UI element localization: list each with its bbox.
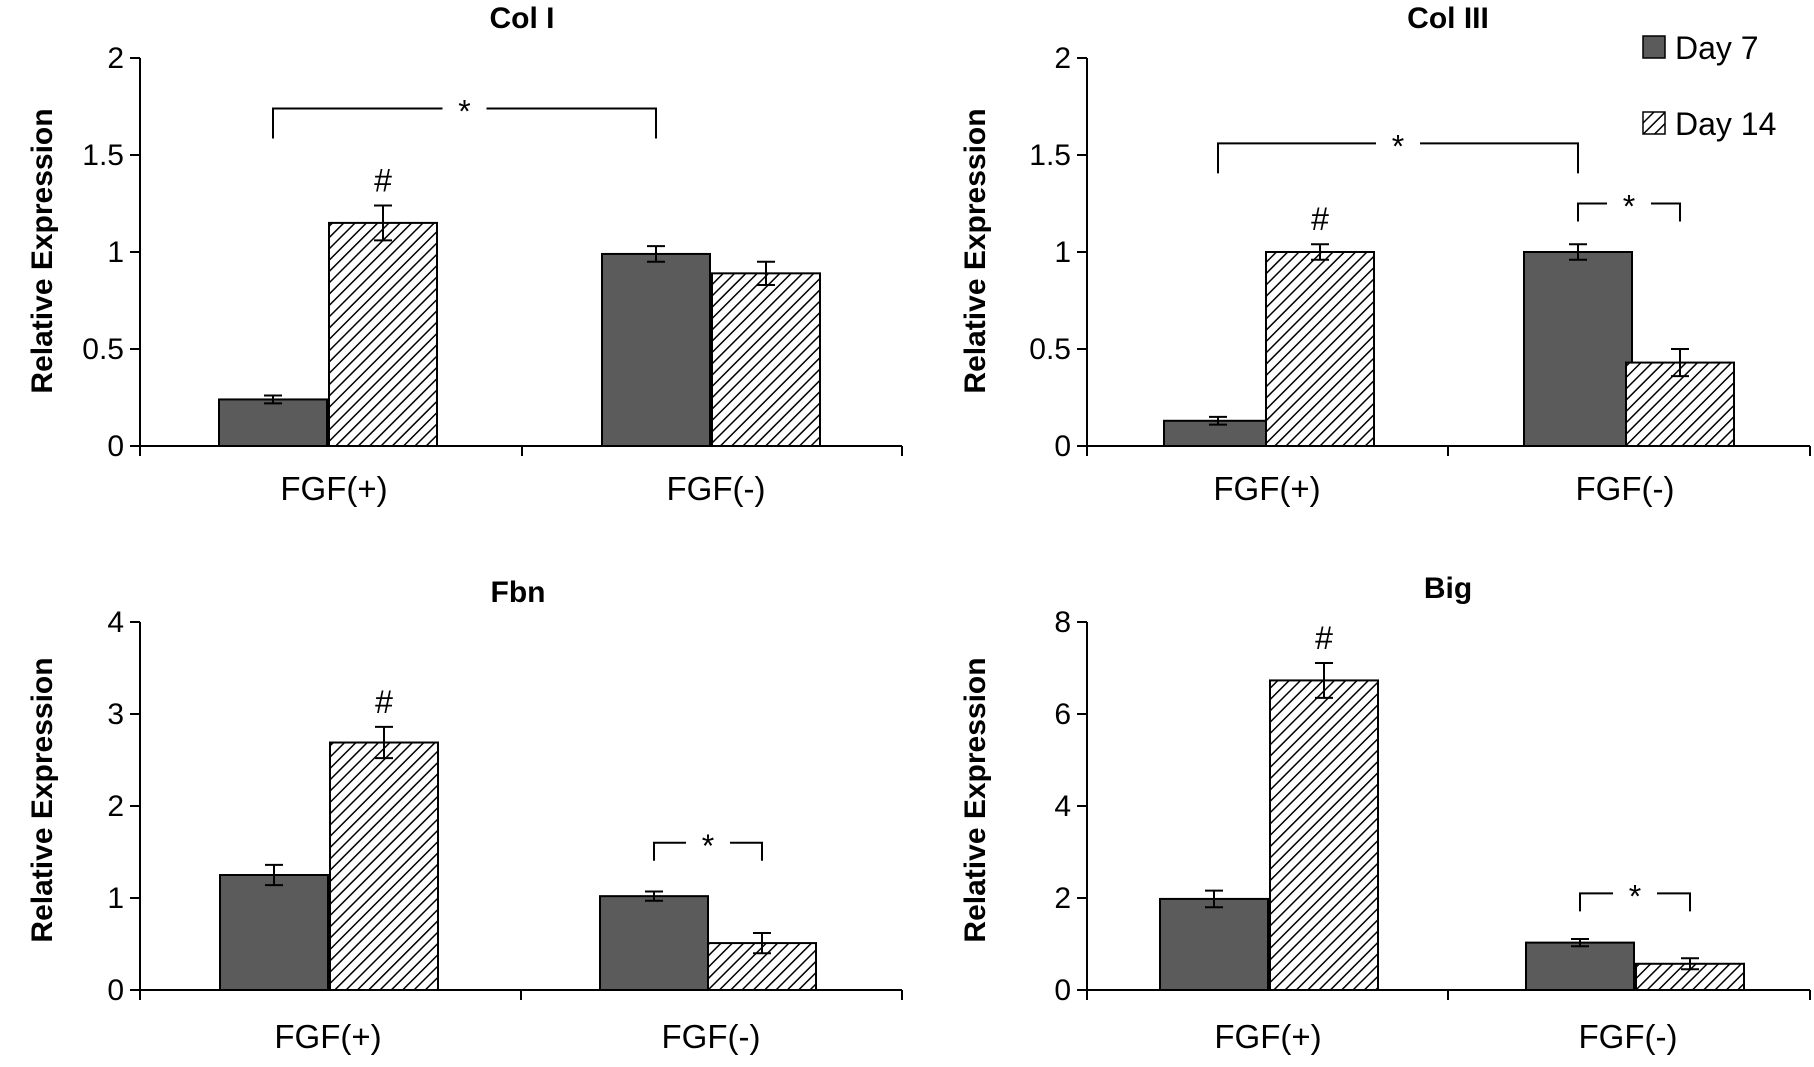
significance-hash: #	[1311, 201, 1329, 237]
category-label: FGF(+)	[274, 1018, 381, 1055]
significance-hash: #	[374, 162, 392, 198]
category-label: FGF(+)	[280, 470, 387, 507]
y-tick-label: 2	[107, 790, 124, 823]
significance-bracket	[1217, 142, 1376, 174]
y-axis-label: Relative Expression	[26, 108, 59, 393]
y-tick-label: 0	[107, 430, 124, 463]
y-tick-label: 0	[1054, 974, 1071, 1007]
plot-area: 0 0.5 1 1.5 2 # * *	[1029, 42, 1811, 463]
significance-hash: #	[375, 684, 393, 720]
panel-big: Big Relative Expression 0 2 4 6 8 # * FGF(+) F…	[959, 572, 1811, 1055]
significance-bracket	[1651, 202, 1681, 222]
significance-star: *	[1392, 128, 1404, 164]
panel-col-i: Col I Relative Expression 0 0.5 1 1.5 2 # * FG…	[26, 2, 903, 507]
category-label: FGF(+)	[1214, 1018, 1321, 1055]
panel-col-iii: Col III Relative Expression 0 0.5 1 1.5 2 # * *…	[959, 2, 1811, 507]
bar-day14	[711, 272, 821, 447]
y-tick-label: 2	[107, 42, 124, 75]
y-tick-label: 0	[107, 974, 124, 1007]
significance-bracket	[653, 841, 686, 861]
bar-day7	[1523, 251, 1633, 447]
y-tick-label: 2	[1054, 42, 1071, 75]
significance-bracket	[1579, 892, 1613, 912]
significance-star: *	[458, 93, 470, 129]
legend-swatch-day14	[1642, 111, 1666, 135]
y-tick-label: 1.5	[82, 139, 124, 172]
legend-label-day14: Day 14	[1675, 106, 1776, 142]
y-tick-label: 4	[1054, 790, 1071, 823]
significance-star: *	[1629, 878, 1641, 914]
bar-day14	[328, 221, 438, 447]
y-tick-label: 0	[1054, 430, 1071, 463]
significance-bracket	[486, 107, 657, 139]
legend-label-day7: Day 7	[1675, 30, 1759, 66]
y-tick-label: 8	[1054, 606, 1071, 639]
significance-hash: #	[1315, 620, 1333, 656]
plot-area: 0 1 2 3 4 # *	[107, 606, 903, 1007]
plot-area: 0 0.5 1 1.5 2 # *	[82, 42, 903, 463]
y-tick-label: 4	[107, 606, 124, 639]
y-axis-label: Relative Expression	[959, 108, 992, 393]
significance-bracket	[1577, 202, 1607, 222]
significance-bracket	[1657, 892, 1691, 912]
category-label: FGF(-)	[667, 470, 766, 507]
category-label: FGF(-)	[1579, 1018, 1678, 1055]
category-label: FGF(-)	[662, 1018, 761, 1055]
y-tick-label: 1.5	[1029, 139, 1071, 172]
bar-day7	[219, 874, 329, 991]
significance-bracket	[1420, 142, 1579, 174]
legend-swatch-day7	[1642, 35, 1666, 59]
panel-fbn: Fbn Relative Expression 0 1 2 3 4 # * FGF(+) F…	[26, 576, 903, 1055]
bar-day7	[601, 252, 711, 447]
y-tick-label: 0.5	[82, 333, 124, 366]
category-label: FGF(+)	[1213, 470, 1320, 507]
panel-title: Col III	[1407, 2, 1489, 35]
panel-title: Fbn	[491, 576, 546, 609]
bar-day7	[599, 895, 709, 991]
bar-day14	[1265, 251, 1375, 447]
y-tick-label: 1	[107, 236, 124, 269]
y-tick-label: 0.5	[1029, 333, 1071, 366]
bar-day7	[1159, 897, 1269, 991]
significance-bracket	[272, 107, 443, 139]
significance-bracket	[730, 841, 763, 861]
significance-star: *	[702, 828, 714, 864]
plot-area: 0 2 4 6 8 # *	[1054, 606, 1811, 1007]
y-tick-label: 2	[1054, 882, 1071, 915]
y-tick-label: 6	[1054, 698, 1071, 731]
y-axis-label: Relative Expression	[26, 657, 59, 942]
significance-star: *	[1623, 189, 1635, 225]
panel-title: Col I	[490, 2, 555, 35]
panel-title: Big	[1424, 572, 1472, 605]
bar-day7	[218, 398, 328, 448]
bar-day14	[1269, 679, 1379, 991]
y-tick-label: 3	[107, 698, 124, 731]
y-tick-label: 1	[1054, 236, 1071, 269]
y-tick-label: 1	[107, 882, 124, 915]
bar-day14	[329, 741, 439, 992]
category-label: FGF(-)	[1576, 470, 1675, 507]
bar-day7	[1525, 941, 1635, 991]
y-axis-label: Relative Expression	[959, 657, 992, 942]
legend: Day 7 Day 14	[1642, 30, 1776, 142]
